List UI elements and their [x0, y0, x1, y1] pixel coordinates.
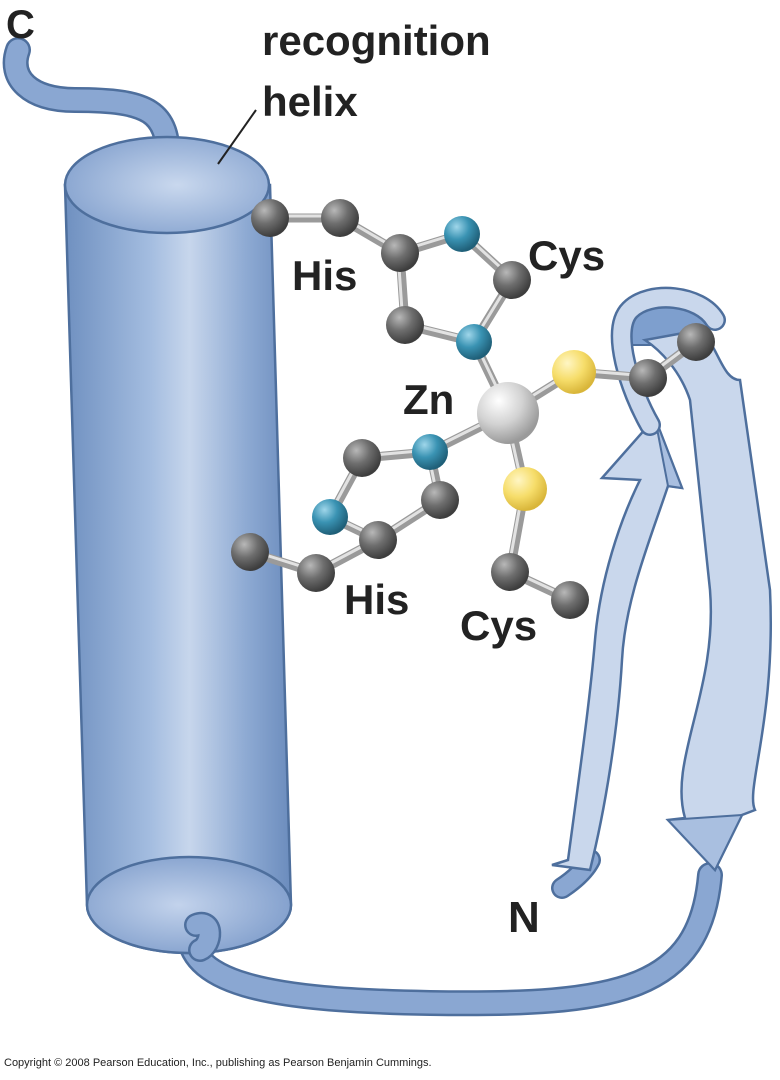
carbon-atom	[421, 481, 459, 519]
recognition-helix-label-line2: helix	[262, 78, 358, 125]
helix-bottom-tail	[184, 912, 222, 962]
carbon-atom	[251, 199, 289, 237]
carbon-atom	[359, 521, 397, 559]
carbon-atom	[381, 234, 419, 272]
cys-top-label: Cys	[528, 232, 605, 279]
nitrogen-atom	[312, 499, 348, 535]
sulfur-atom	[552, 350, 596, 394]
carbon-atom	[231, 533, 269, 571]
carbon-atom	[677, 323, 715, 361]
zinc-atom	[477, 382, 539, 444]
bottom-loop	[176, 849, 723, 1017]
beta-strand-right	[641, 328, 772, 873]
carbon-atom	[297, 554, 335, 592]
cys-bottom-label: Cys	[460, 602, 537, 649]
atoms	[231, 199, 715, 619]
recognition-helix-label-line1: recognition	[262, 17, 491, 64]
carbon-atom	[493, 261, 531, 299]
copyright-notice: Copyright © 2008 Pearson Education, Inc.…	[4, 1057, 432, 1069]
zn-label: Zn	[403, 376, 454, 423]
c-terminus-label: C	[6, 3, 35, 47]
carbon-atom	[386, 306, 424, 344]
nitrogen-atom	[444, 216, 480, 252]
carbon-atom	[551, 581, 589, 619]
carbon-atom	[343, 439, 381, 477]
carbon-atom	[491, 553, 529, 591]
recognition-helix-cylinder	[63, 135, 293, 955]
carbon-atom	[321, 199, 359, 237]
his-bottom-label: His	[344, 576, 409, 623]
n-terminus-label: N	[508, 893, 540, 942]
his-top-label: His	[292, 252, 357, 299]
recognition-helix-leader-line	[217, 109, 257, 165]
carbon-atom	[629, 359, 667, 397]
nitrogen-atom	[456, 324, 492, 360]
beta-strand-left	[551, 415, 684, 872]
nitrogen-atom	[412, 434, 448, 470]
c-terminal-tail	[2, 37, 181, 173]
sulfur-atom	[503, 467, 547, 511]
